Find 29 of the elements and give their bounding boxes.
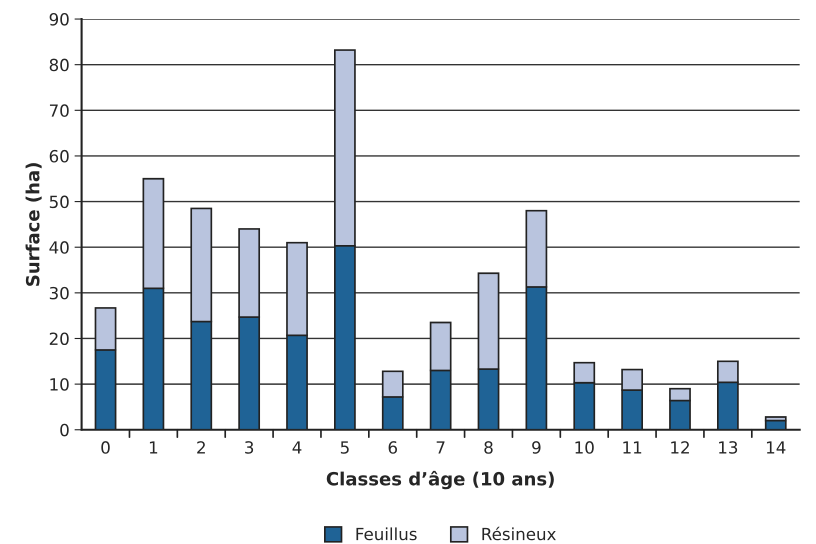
y-tick-label: 20	[50, 332, 69, 346]
y-tick-label: 10	[50, 378, 69, 391]
y-tick-label: 70	[50, 104, 69, 117]
y-axis-title: Surface (ha)	[26, 163, 42, 286]
x-tick-label: 0	[101, 441, 110, 454]
x-tick-label: 1	[150, 441, 158, 454]
x-axis-title: Classes d’âge (10 ans)	[326, 470, 554, 490]
x-tick-label: 3	[245, 441, 254, 454]
x-tick-label: 5	[340, 441, 349, 454]
x-tick-label: 8	[484, 441, 493, 454]
x-tick-label: 9	[532, 441, 541, 454]
legend-label: Résineux	[482, 526, 556, 540]
x-tick-label: 6	[388, 441, 398, 454]
y-tick-label: 80	[50, 58, 69, 72]
x-tick-label: 4	[292, 441, 302, 454]
x-tick-label: 14	[766, 441, 786, 454]
x-tick-label: 2	[197, 441, 205, 454]
x-tick-label: 12	[671, 441, 689, 454]
y-tick-label: 0	[60, 424, 69, 436]
y-tick-label: 50	[50, 196, 69, 208]
y-tick-label: 60	[50, 150, 69, 163]
y-tick-label: 90	[50, 13, 69, 26]
x-tick-label: 13	[719, 441, 738, 454]
x-tick-label: 7	[436, 441, 445, 454]
x-tick-label: 11	[623, 441, 642, 454]
y-tick-label: 40	[49, 241, 69, 254]
y-tick-label: 30	[50, 286, 69, 300]
x-tick-label: 10	[575, 441, 594, 454]
legend-label: Feuillus	[356, 527, 417, 540]
